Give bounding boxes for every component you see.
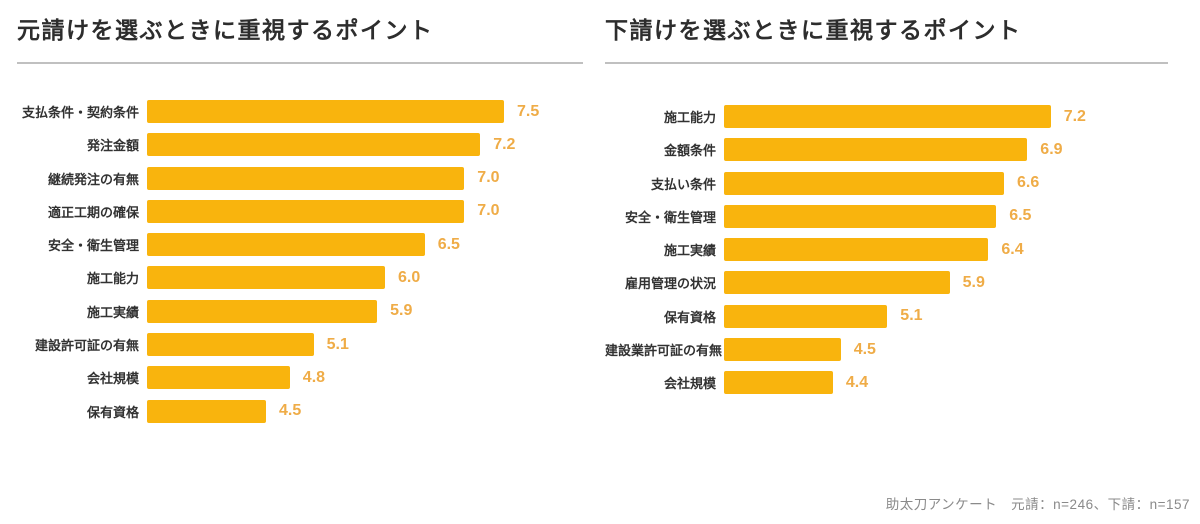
category-label: 施工実績 [663,243,716,259]
bar [724,105,1051,128]
bar-row: 継続発注の有無 7.0 [17,166,583,190]
bar [724,171,1004,195]
category-label: 支払い条件 [650,176,716,192]
value-label: 6.5 [437,235,460,253]
value-label: 5.9 [962,273,985,291]
bar-row: 安全・衛生管理 6.5 [605,204,1168,228]
bar [724,338,841,362]
value-label: 6.5 [1009,207,1032,225]
category-label: 保有資格 [663,309,716,325]
bar [147,299,378,323]
bar-row: 建設許可証の有無 5.1 [17,333,583,357]
bar-row: 会社規模 4.8 [17,366,583,390]
bar-row: 支払い条件 6.6 [605,171,1168,195]
bar [724,304,888,328]
category-label: 発注金額 [86,138,139,154]
value-label: 7.2 [1063,107,1086,125]
bar [147,233,425,257]
category-label: 施工能力 [663,110,716,125]
category-label: 会社規模 [663,376,716,392]
chart-title-prime-contractor: 元請けを選ぶときに重視するポイント [17,17,434,43]
bar [724,138,1028,162]
title-divider [605,62,1168,64]
value-label: 5.1 [326,335,349,353]
bar [147,100,504,123]
chart-title-subcontractor: 下請けを選ぶときに重視するポイント [605,17,1022,43]
bar [147,366,290,390]
bar [147,333,314,357]
category-label: 安全・衛生管理 [47,238,139,254]
value-label: 7.0 [477,169,500,187]
value-label: 7.5 [517,102,540,120]
bar-row: 適正工期の確保 7.0 [17,199,583,223]
bar-row: 建設業許可証の有無 4.5 [605,338,1168,362]
category-label: 適正工期の確保 [47,204,139,220]
bar [147,166,465,190]
value-label: 6.6 [1017,174,1040,192]
bar [724,204,997,228]
bar-row: 支払条件・契約条件 7.5 [17,100,583,123]
bar-row: 保有資格 5.1 [605,304,1168,328]
category-label: 保有資格 [86,404,139,420]
bar [147,266,385,290]
category-label: 建設許可証の有無 [34,338,139,354]
bar-row: 安全・衛生管理 6.5 [17,233,583,257]
bar-row: 会社規模 4.4 [605,371,1168,395]
bar [147,199,465,223]
value-label: 5.9 [390,302,413,320]
bar-row: 雇用管理の状況 5.9 [605,271,1168,295]
category-label: 会社規模 [86,371,139,387]
value-label: 4.5 [279,402,302,420]
value-label: 4.5 [853,340,876,358]
bar [724,271,950,295]
bar [724,371,833,395]
bar-row: 金額条件 6.9 [605,138,1168,162]
bar-row: 施工実績 5.9 [17,299,583,323]
category-label: 雇用管理の状況 [624,276,716,292]
bar-chart-subcontractor: 施工能力 7.2 金額条件 6.9 支払い条件 6.6 安全・衛生管理 6.5 施工実績 6.4 雇… [605,105,1168,395]
chart-panel-prime-contractor: 元請けを選ぶときに重視するポイント 支払条件・契約条件 7.5 発注金額 7.2 継続発… [17,16,583,433]
value-label: 7.0 [477,202,500,220]
source-note: 助太刀アンケート 元請：n=246、下請：n=157 [885,497,1190,512]
bar-chart-prime-contractor: 支払条件・契約条件 7.5 発注金額 7.2 継続発注の有無 7.0 適正工期の確保 7.0 安… [17,100,583,423]
category-label: 金額条件 [663,143,716,159]
value-label: 4.4 [845,373,869,391]
title-divider [17,62,583,64]
bar-row: 施工能力 6.0 [17,266,583,290]
value-label: 6.0 [398,268,421,286]
bar [147,399,266,423]
category-label: 施工能力 [86,271,139,287]
bar-row: 施工実績 6.4 [605,238,1168,262]
value-label: 6.9 [1040,140,1063,158]
bar-row: 発注金額 7.2 [17,133,583,157]
category-label: 施工実績 [86,304,139,320]
bar [724,238,989,262]
chart-panel-subcontractor: 下請けを選ぶときに重視するポイント 施工能力 7.2 金額条件 6.9 支払い条件 6.6… [605,16,1168,405]
category-label: 支払条件・契約条件 [21,105,139,120]
category-label: 安全・衛生管理 [624,209,716,225]
bar-row: 施工能力 7.2 [605,105,1168,128]
value-label: 5.1 [900,307,923,325]
bar [147,133,481,157]
category-label: 継続発注の有無 [47,171,139,187]
bar-row: 保有資格 4.5 [17,399,583,423]
value-label: 4.8 [302,368,326,386]
category-label: 建設業許可証の有無 [605,343,723,359]
value-label: 6.4 [1001,240,1024,258]
value-label: 7.2 [493,135,516,153]
